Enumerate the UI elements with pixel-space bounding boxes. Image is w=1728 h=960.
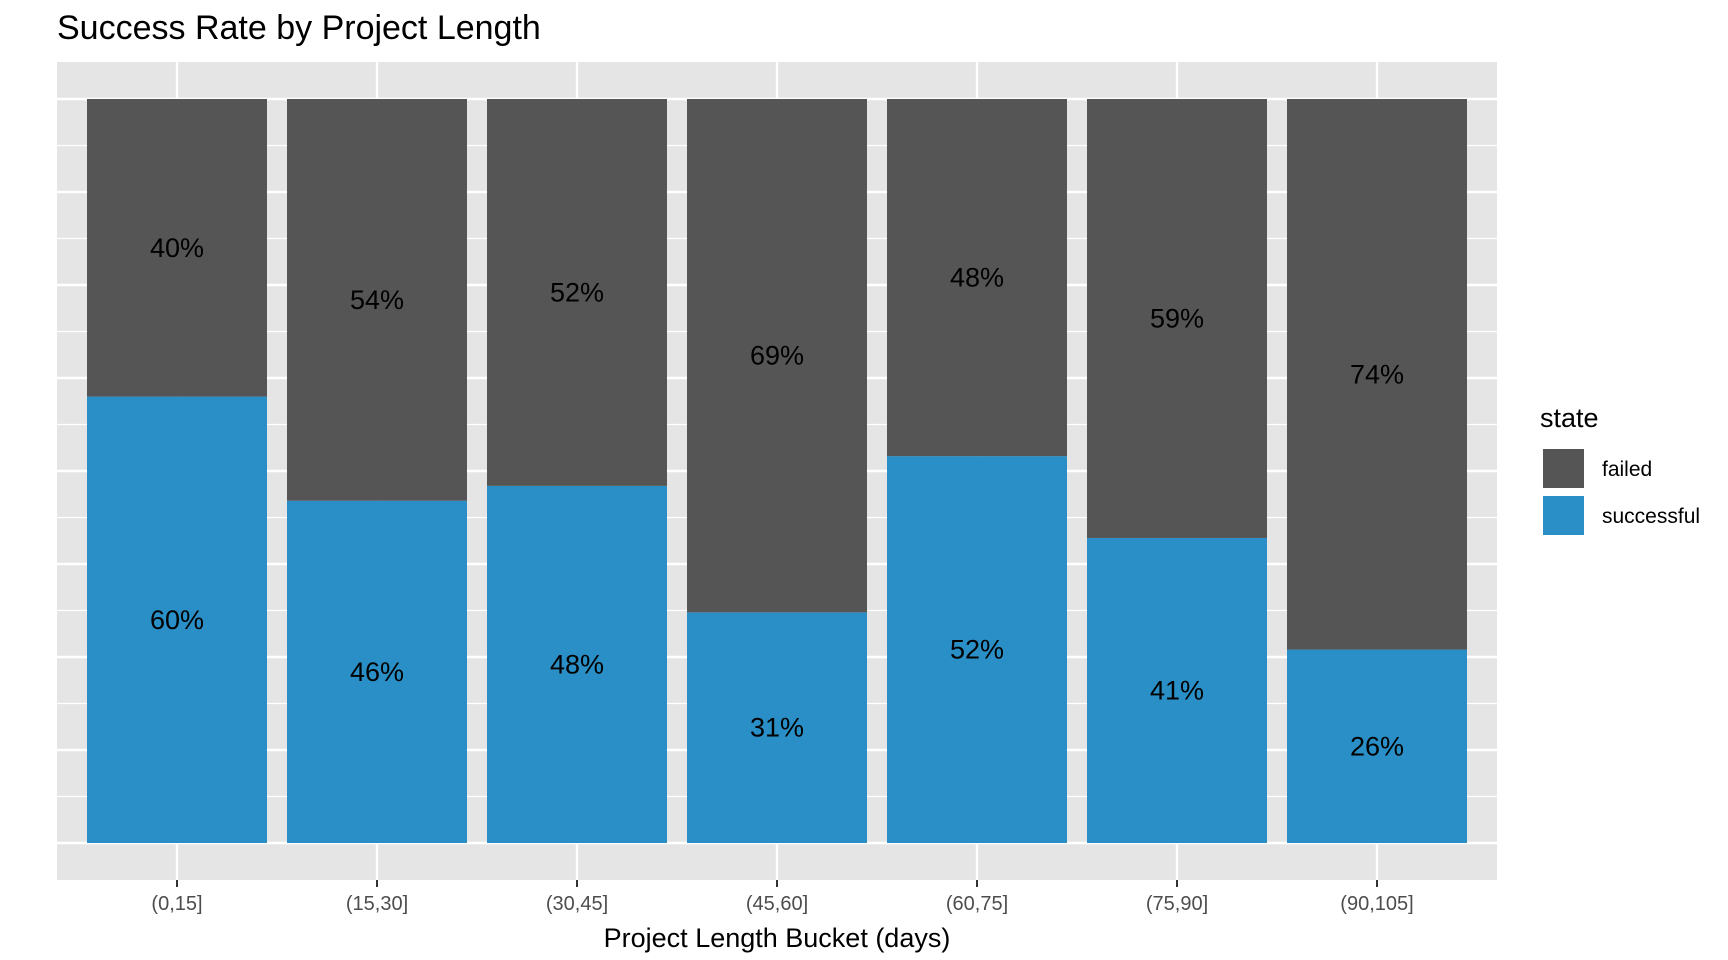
legend-key-failed bbox=[1543, 449, 1584, 488]
legend-key-successful bbox=[1543, 496, 1584, 535]
x-tick-label: (0,15] bbox=[151, 893, 202, 915]
bar-successful bbox=[687, 612, 867, 843]
bar-label-failed: 69% bbox=[750, 341, 804, 371]
bars bbox=[87, 99, 1467, 843]
legend-label-failed: failed bbox=[1602, 458, 1652, 481]
bar-label-failed: 52% bbox=[550, 277, 604, 307]
bar-labels: 60% 40% 46% 54% 48% 52% 31% 69% 52% 48% 41% 59% 26% 7… bbox=[150, 233, 1404, 761]
x-tick-label: (30,45] bbox=[546, 893, 608, 915]
legend-title: state bbox=[1540, 403, 1599, 433]
bar-successful bbox=[887, 456, 1067, 843]
bar-failed bbox=[87, 99, 267, 397]
bar-label-successful: 31% bbox=[750, 713, 804, 743]
x-axis-title: Project Length Bucket (days) bbox=[604, 923, 951, 953]
bar-label-successful: 26% bbox=[1350, 731, 1404, 761]
legend-label-successful: successful bbox=[1602, 505, 1700, 528]
x-tick-label: (15,30] bbox=[346, 893, 408, 915]
bar-successful bbox=[1287, 649, 1467, 843]
bar-label-successful: 52% bbox=[950, 635, 1004, 665]
legend: state failed successful bbox=[1540, 403, 1700, 537]
bar-failed bbox=[1287, 99, 1467, 650]
bar-failed bbox=[687, 99, 867, 613]
x-tick-label: (45,60] bbox=[746, 893, 808, 915]
chart-title: Success Rate by Project Length bbox=[57, 9, 541, 47]
bar-label-successful: 60% bbox=[150, 605, 204, 635]
x-tick-label: (60,75] bbox=[946, 893, 1008, 915]
bar-successful bbox=[487, 485, 667, 843]
bar-label-failed: 54% bbox=[350, 285, 404, 315]
bar-label-successful: 41% bbox=[1150, 675, 1204, 705]
x-tick-label: (75,90] bbox=[1146, 893, 1208, 915]
x-axis: (0,15] (15,30] (30,45] (45,60] (60,75] (75,90… bbox=[151, 880, 1414, 915]
bar-failed bbox=[287, 99, 467, 501]
bar-successful bbox=[287, 500, 467, 843]
bar-label-failed: 48% bbox=[950, 263, 1004, 293]
bar-successful bbox=[87, 396, 267, 843]
bar-failed bbox=[487, 99, 667, 486]
bar-label-successful: 48% bbox=[550, 649, 604, 679]
bar-failed bbox=[1087, 99, 1267, 538]
bar-label-failed: 59% bbox=[1150, 303, 1204, 333]
bar-failed bbox=[887, 99, 1067, 457]
bar-label-failed: 40% bbox=[150, 233, 204, 263]
bar-successful bbox=[1087, 537, 1267, 843]
bar-label-failed: 74% bbox=[1350, 359, 1404, 389]
bar-label-successful: 46% bbox=[350, 657, 404, 687]
x-tick-label: (90,105] bbox=[1340, 893, 1413, 915]
